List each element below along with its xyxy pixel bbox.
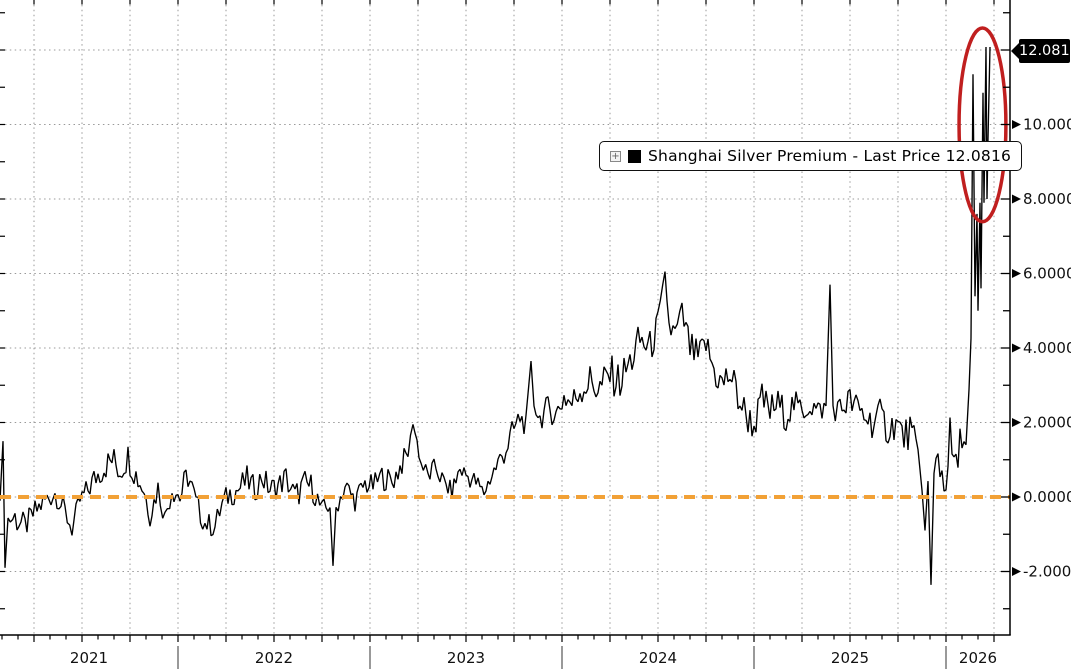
right-triangle-marker [1012, 194, 1021, 204]
year-label[interactable]: 2024 [639, 649, 677, 667]
y-tick-label[interactable]: 4.0000 [1023, 339, 1071, 357]
squared-plus-icon[interactable]: + [610, 150, 621, 162]
y-tick-label[interactable]: 8.0000 [1023, 190, 1071, 208]
y-tick-label[interactable]: 2.0000 [1023, 414, 1071, 432]
right-triangle-marker [1012, 418, 1021, 427]
right-triangle-marker [1012, 343, 1021, 353]
right-triangle-marker [1012, 269, 1021, 278]
year-label[interactable]: 2026 [959, 649, 997, 667]
year-label[interactable]: 2022 [255, 649, 293, 667]
year-label[interactable]: 2021 [70, 649, 108, 667]
year-label[interactable]: 2025 [831, 649, 869, 667]
legend[interactable]: + Shanghai Silver Premium - Last Price 1… [599, 141, 1023, 171]
series-line [0, 46, 991, 585]
y-tick-label[interactable]: 10.0000 [1023, 116, 1071, 134]
right-triangle-marker [1012, 567, 1021, 576]
legend-label: Shanghai Silver Premium - Last Price 12.… [648, 147, 1012, 165]
y-tick-label[interactable]: 0.0000 [1023, 488, 1071, 506]
y-tick-label[interactable]: -2.0000 [1023, 563, 1071, 581]
right-triangle-marker [1012, 492, 1021, 502]
year-label[interactable]: 2023 [447, 649, 485, 667]
last-price-badge: 12.0816 [1011, 39, 1071, 63]
right-triangle-marker [1012, 120, 1021, 129]
series-marker-swatch [628, 149, 641, 163]
y-tick-label[interactable]: 6.0000 [1023, 265, 1071, 283]
